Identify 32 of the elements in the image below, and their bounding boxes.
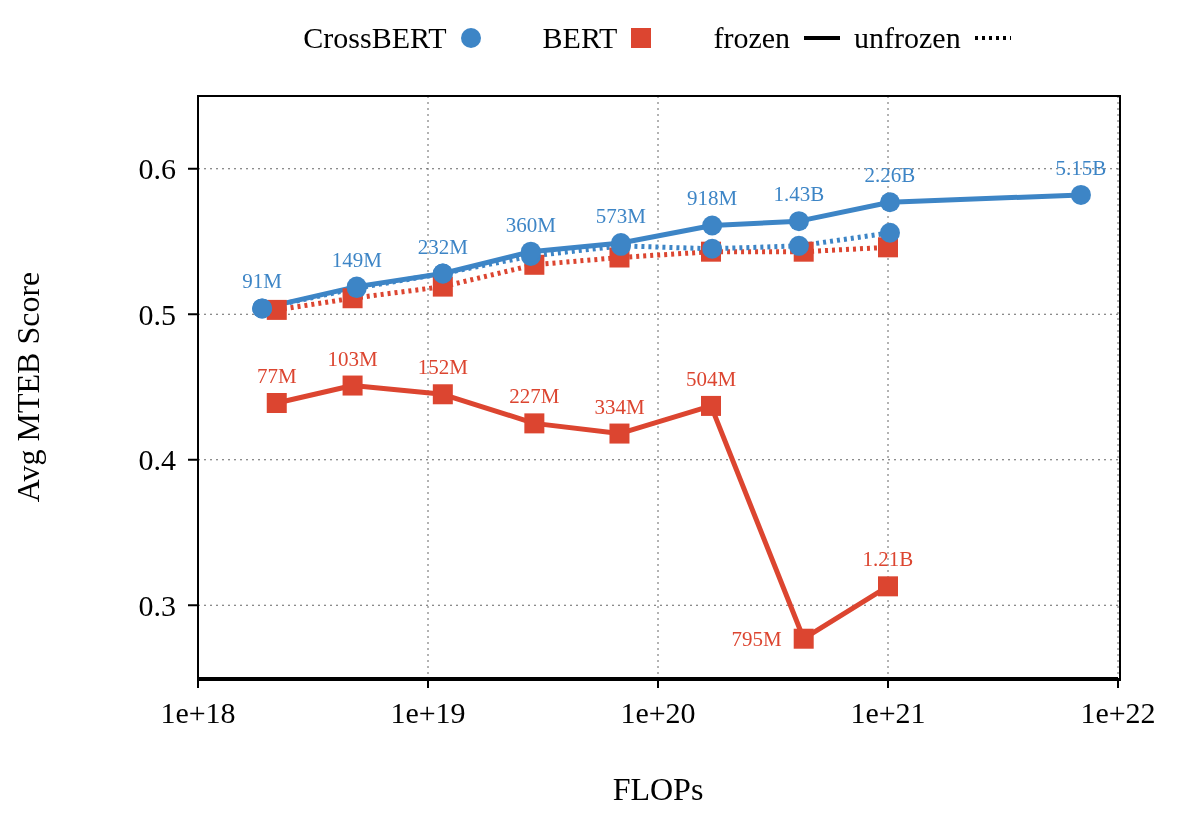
- annotation: 1.21B: [862, 547, 914, 572]
- annotation: 1.43B: [773, 182, 825, 207]
- annotation: 360M: [505, 212, 557, 237]
- y-axis-title: Avg MTEB Score: [10, 271, 47, 503]
- y-tick-label: 0.5: [138, 297, 176, 331]
- annotation: 795M: [731, 627, 783, 652]
- x-tick-label: 1e+19: [390, 696, 466, 730]
- y-tick-label: 0.4: [138, 443, 176, 477]
- text: unfrozen: [854, 21, 961, 55]
- annotation: 227M: [509, 384, 560, 409]
- annotation: 5.15B: [1055, 155, 1107, 180]
- text: frozen: [713, 21, 791, 55]
- annotation: 918M: [687, 186, 738, 211]
- x-axis-title: FLOPs: [612, 771, 704, 807]
- annotation: 334M: [594, 394, 645, 419]
- annotation: 152M: [417, 355, 469, 380]
- annotation: 77M: [256, 364, 297, 389]
- annotation: 103M: [327, 346, 378, 371]
- annotation: 504M: [685, 366, 737, 391]
- y-tick-label: 0.3: [138, 588, 176, 622]
- annotation: 149M: [331, 247, 383, 272]
- x-tick-label: 1e+20: [620, 696, 696, 730]
- legend-label: BERT: [542, 21, 618, 55]
- x-tick-label: 1e+22: [1080, 696, 1156, 730]
- annotation: 91M: [242, 269, 283, 294]
- x-tick-label: 1e+18: [160, 696, 236, 730]
- y-tick-label: 0.6: [138, 152, 176, 186]
- annotation: 573M: [595, 203, 647, 228]
- annotation: 2.26B: [864, 163, 916, 188]
- x-tick-label: 1e+21: [850, 696, 926, 730]
- annotation: 232M: [417, 234, 469, 259]
- legend-label: CrossBERT: [303, 21, 447, 55]
